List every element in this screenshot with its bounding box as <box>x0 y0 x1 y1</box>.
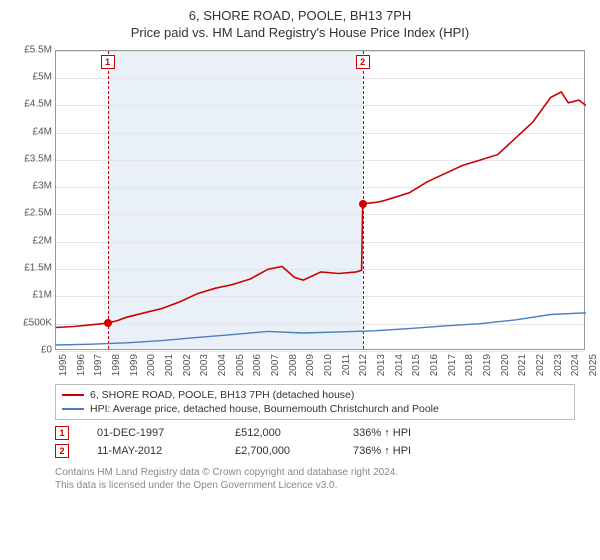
x-axis-label: 2008 <box>288 354 299 376</box>
gridline-h <box>56 351 584 352</box>
y-axis-label: £3.5M <box>10 153 52 164</box>
legend-box: 6, SHORE ROAD, POOLE, BH13 7PH (detached… <box>55 384 575 420</box>
transaction-row-2: 2 11-MAY-2012 £2,700,000 736% ↑ HPI <box>55 444 590 458</box>
x-axis-label: 1996 <box>76 354 87 376</box>
x-axis-label: 2019 <box>482 354 493 376</box>
x-axis-label: 2004 <box>217 354 228 376</box>
transaction-pct-2: 736% ↑ HPI <box>353 445 473 457</box>
x-axis-label: 1997 <box>93 354 104 376</box>
y-axis-label: £2M <box>10 235 52 246</box>
x-axis-label: 2010 <box>323 354 334 376</box>
chart-area: 12 £0 £500K £1M £1.5M £2M £2.5M £3M £3.5M £4M £4.… <box>10 50 590 380</box>
y-axis-label: £1.5M <box>10 262 52 273</box>
x-axis-label: 2024 <box>570 354 581 376</box>
x-axis-label: 2011 <box>341 354 352 376</box>
legend-item-hpi: HPI: Average price, detached house, Bour… <box>62 402 568 416</box>
series-svg <box>56 51 586 351</box>
legend-swatch-price-paid <box>62 394 84 396</box>
y-axis-label: £4M <box>10 126 52 137</box>
x-axis-label: 2001 <box>164 354 175 376</box>
transaction-date-1: 01-DEC-1997 <box>97 427 207 439</box>
x-axis-label: 2013 <box>376 354 387 376</box>
series-line-hpi <box>56 313 586 345</box>
x-axis-label: 1998 <box>111 354 122 376</box>
footnote-line1: Contains HM Land Registry data © Crown c… <box>55 466 590 479</box>
y-axis-label: £500K <box>10 317 52 328</box>
x-axis-label: 2014 <box>394 354 405 376</box>
x-axis-label: 2007 <box>270 354 281 376</box>
x-axis-label: 2006 <box>252 354 263 376</box>
transaction-price-2: £2,700,000 <box>235 445 325 457</box>
chart-title-line2: Price paid vs. HM Land Registry's House … <box>10 25 590 42</box>
x-axis-label: 2018 <box>464 354 475 376</box>
x-axis-label: 2002 <box>182 354 193 376</box>
y-axis-label: £3M <box>10 181 52 192</box>
plot-region: 12 <box>55 50 585 350</box>
transaction-marker-1: 1 <box>55 426 69 440</box>
series-line-price_paid <box>56 92 586 328</box>
transaction-marker-2: 2 <box>55 444 69 458</box>
legend-label-price-paid: 6, SHORE ROAD, POOLE, BH13 7PH (detached… <box>90 389 354 401</box>
legend-item-price-paid: 6, SHORE ROAD, POOLE, BH13 7PH (detached… <box>62 388 568 402</box>
footnote-line2: This data is licensed under the Open Gov… <box>55 479 590 492</box>
y-axis-label: £0 <box>10 344 52 355</box>
y-axis-label: £1M <box>10 290 52 301</box>
x-axis-label: 2017 <box>447 354 458 376</box>
x-axis-label: 2023 <box>553 354 564 376</box>
x-axis-label: 2016 <box>429 354 440 376</box>
x-axis-label: 2022 <box>535 354 546 376</box>
transaction-pct-1: 336% ↑ HPI <box>353 427 473 439</box>
y-axis-label: £5.5M <box>10 44 52 55</box>
x-axis-label: 1999 <box>129 354 140 376</box>
x-axis-label: 2000 <box>146 354 157 376</box>
y-axis-label: £4.5M <box>10 99 52 110</box>
x-axis-label: 1995 <box>58 354 69 376</box>
chart-title-line1: 6, SHORE ROAD, POOLE, BH13 7PH <box>10 8 590 25</box>
x-axis-label: 2003 <box>199 354 210 376</box>
legend-label-hpi: HPI: Average price, detached house, Bour… <box>90 403 439 415</box>
transaction-price-1: £512,000 <box>235 427 325 439</box>
x-axis-label: 2005 <box>235 354 246 376</box>
x-axis-label: 2020 <box>500 354 511 376</box>
footnote: Contains HM Land Registry data © Crown c… <box>55 466 590 492</box>
x-axis-label: 2015 <box>411 354 422 376</box>
legend-swatch-hpi <box>62 408 84 410</box>
transaction-row-1: 1 01-DEC-1997 £512,000 336% ↑ HPI <box>55 426 590 440</box>
x-axis-label: 2025 <box>588 354 599 376</box>
x-axis-label: 2009 <box>305 354 316 376</box>
y-axis-label: £2.5M <box>10 208 52 219</box>
x-axis-label: 2021 <box>517 354 528 376</box>
transaction-date-2: 11-MAY-2012 <box>97 445 207 457</box>
y-axis-label: £5M <box>10 72 52 83</box>
x-axis-label: 2012 <box>358 354 369 376</box>
